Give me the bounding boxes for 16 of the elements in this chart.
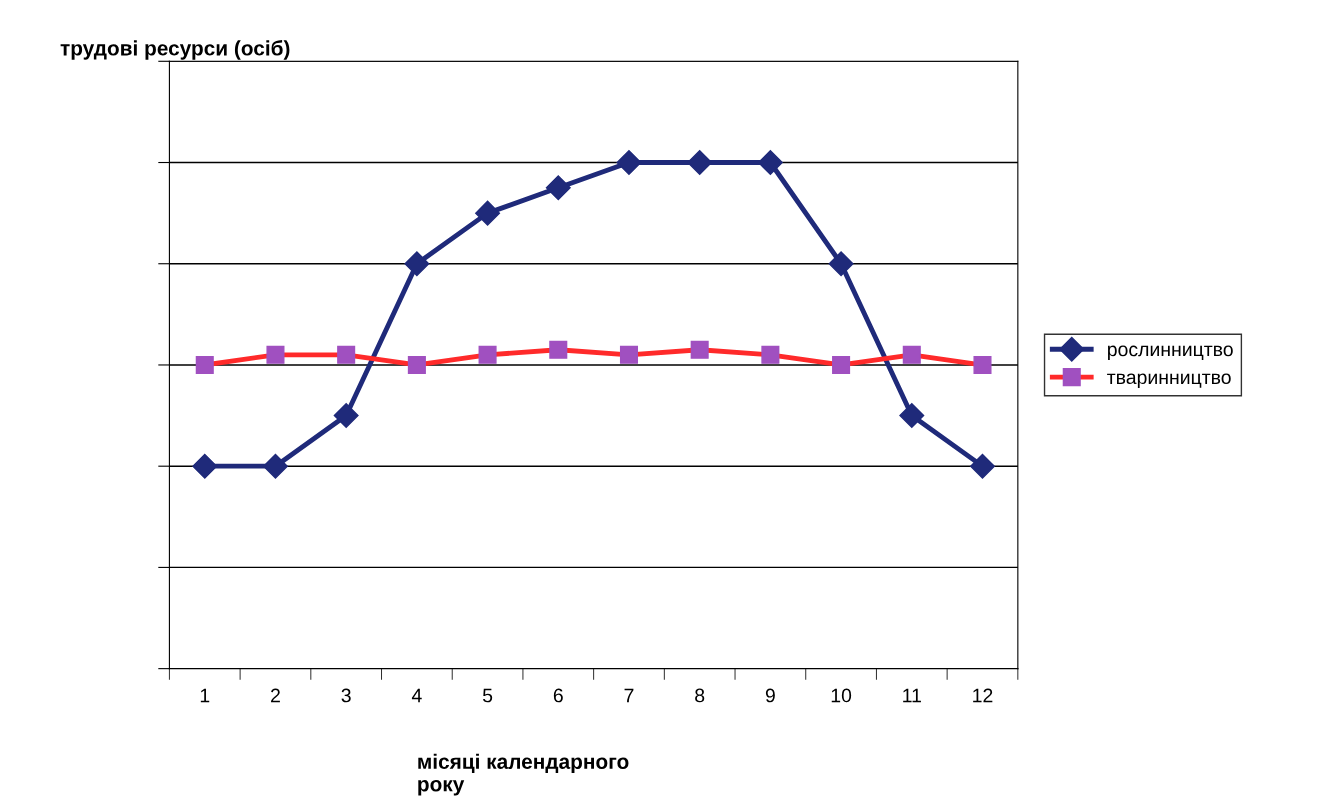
y-axis-title: трудові ресурси (осіб) bbox=[60, 40, 290, 60]
x-tick-label: 1 bbox=[200, 688, 210, 703]
x-tick-label: 8 bbox=[695, 688, 705, 703]
x-tick-label: 4 bbox=[411, 688, 422, 703]
x-tick-label: 10 bbox=[831, 688, 852, 703]
legend-label: тваринництво bbox=[1107, 373, 1231, 388]
x-tick-label: 5 bbox=[482, 688, 493, 703]
x-tick-label: 2 bbox=[271, 688, 280, 703]
x-tick-label: 12 bbox=[973, 688, 993, 703]
x-tick-label: 7 bbox=[624, 688, 634, 703]
x-tick-label: 11 bbox=[903, 688, 921, 703]
x-tick-label: 9 bbox=[765, 688, 775, 703]
x-axis-title: місяці календарного року bbox=[418, 753, 629, 796]
x-tick-label: 6 bbox=[553, 688, 563, 703]
x-tick-label: 3 bbox=[341, 688, 351, 703]
legend-label: рослинництво bbox=[1108, 345, 1233, 361]
